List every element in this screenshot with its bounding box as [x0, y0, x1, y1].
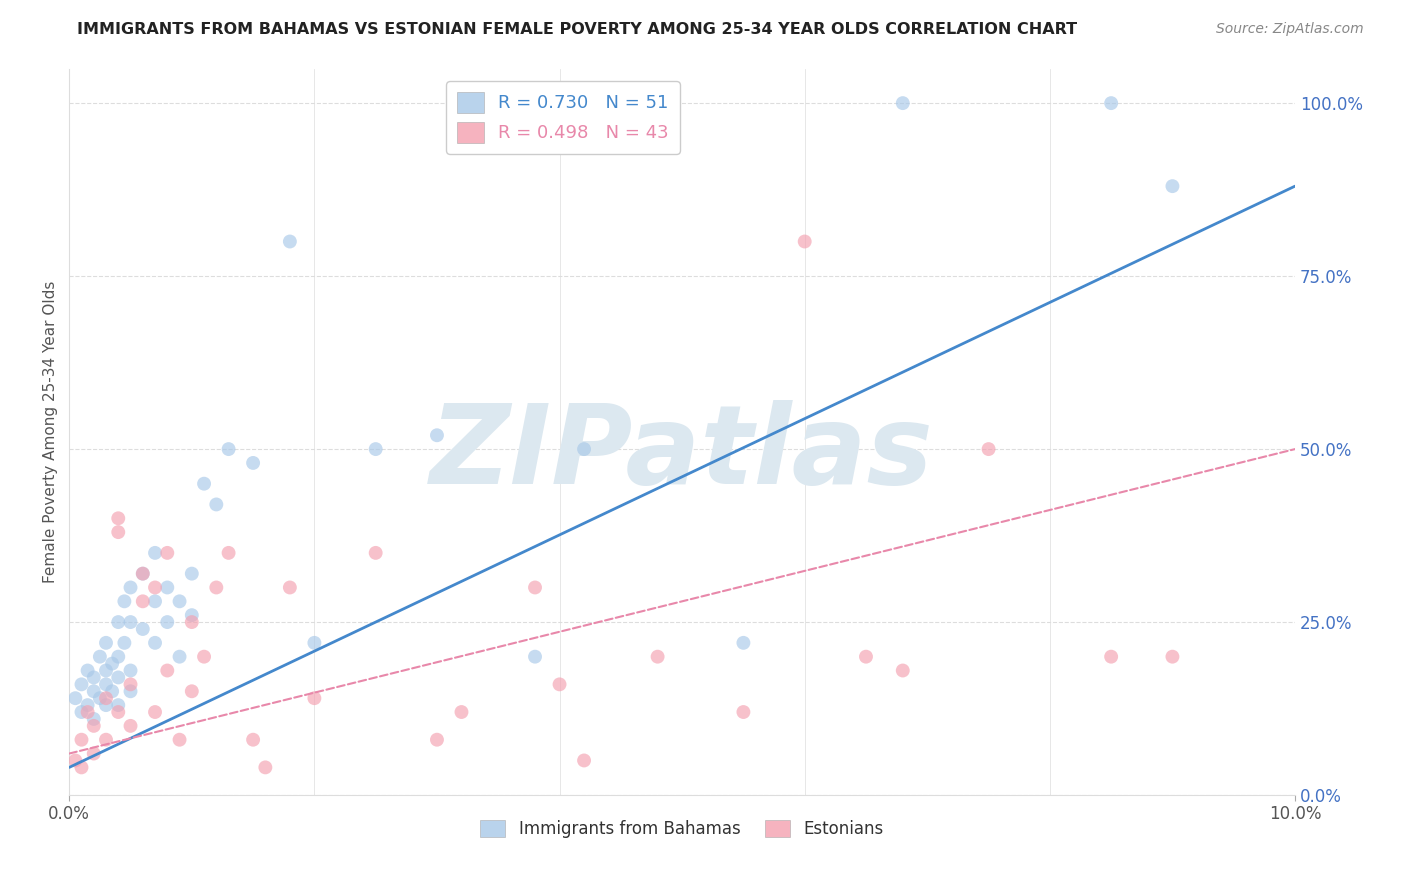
Point	[112, 636, 135, 650]
Point	[278, 581, 301, 595]
Point	[107, 698, 129, 712]
Point	[193, 476, 215, 491]
Point	[76, 664, 98, 678]
Point	[94, 691, 117, 706]
Point	[733, 636, 755, 650]
Point	[242, 732, 264, 747]
Point	[107, 615, 129, 629]
Point	[169, 732, 191, 747]
Point	[143, 546, 166, 560]
Point	[647, 649, 669, 664]
Point	[180, 615, 202, 629]
Point	[101, 684, 124, 698]
Point	[891, 664, 914, 678]
Point	[132, 594, 155, 608]
Point	[278, 235, 301, 249]
Point	[1099, 96, 1122, 111]
Point	[89, 691, 111, 706]
Point	[793, 235, 815, 249]
Point	[94, 636, 117, 650]
Point	[156, 581, 179, 595]
Point	[156, 615, 179, 629]
Point	[1161, 649, 1184, 664]
Point	[83, 670, 105, 684]
Point	[169, 594, 191, 608]
Point	[89, 649, 111, 664]
Point	[977, 442, 1000, 456]
Point	[120, 615, 142, 629]
Point	[83, 684, 105, 698]
Point	[180, 684, 202, 698]
Point	[83, 719, 105, 733]
Point	[733, 705, 755, 719]
Point	[242, 456, 264, 470]
Point	[107, 525, 129, 540]
Point	[193, 649, 215, 664]
Point	[101, 657, 124, 671]
Point	[120, 581, 142, 595]
Point	[205, 581, 228, 595]
Point	[70, 705, 93, 719]
Point	[156, 664, 179, 678]
Point	[180, 566, 202, 581]
Point	[143, 581, 166, 595]
Point	[94, 732, 117, 747]
Text: IMMIGRANTS FROM BAHAMAS VS ESTONIAN FEMALE POVERTY AMONG 25-34 YEAR OLDS CORRELA: IMMIGRANTS FROM BAHAMAS VS ESTONIAN FEMA…	[77, 22, 1077, 37]
Point	[180, 608, 202, 623]
Point	[94, 664, 117, 678]
Point	[524, 581, 547, 595]
Point	[76, 705, 98, 719]
Point	[70, 732, 93, 747]
Point	[76, 698, 98, 712]
Point	[169, 649, 191, 664]
Point	[94, 698, 117, 712]
Point	[891, 96, 914, 111]
Point	[426, 428, 449, 442]
Point	[120, 684, 142, 698]
Point	[132, 566, 155, 581]
Point	[120, 677, 142, 691]
Point	[156, 546, 179, 560]
Point	[65, 754, 87, 768]
Point	[572, 754, 595, 768]
Point	[112, 594, 135, 608]
Point	[218, 442, 240, 456]
Point	[572, 442, 595, 456]
Point	[94, 677, 117, 691]
Point	[304, 636, 326, 650]
Point	[218, 546, 240, 560]
Point	[450, 705, 472, 719]
Point	[143, 636, 166, 650]
Point	[364, 546, 387, 560]
Point	[70, 760, 93, 774]
Point	[132, 622, 155, 636]
Y-axis label: Female Poverty Among 25-34 Year Olds: Female Poverty Among 25-34 Year Olds	[44, 281, 58, 583]
Text: ZIPatlas: ZIPatlas	[430, 401, 934, 507]
Point	[143, 705, 166, 719]
Point	[120, 664, 142, 678]
Point	[548, 677, 571, 691]
Point	[70, 677, 93, 691]
Point	[83, 747, 105, 761]
Point	[83, 712, 105, 726]
Point	[426, 732, 449, 747]
Point	[524, 649, 547, 664]
Point	[254, 760, 277, 774]
Point	[855, 649, 877, 664]
Legend: R = 0.730   N = 51, R = 0.498   N = 43: R = 0.730 N = 51, R = 0.498 N = 43	[446, 81, 681, 153]
Point	[364, 442, 387, 456]
Point	[1161, 179, 1184, 194]
Point	[1099, 649, 1122, 664]
Point	[65, 691, 87, 706]
Point	[107, 670, 129, 684]
Point	[304, 691, 326, 706]
Point	[120, 719, 142, 733]
Text: Source: ZipAtlas.com: Source: ZipAtlas.com	[1216, 22, 1364, 37]
Point	[107, 511, 129, 525]
Point	[205, 498, 228, 512]
Point	[107, 705, 129, 719]
Point	[107, 649, 129, 664]
Point	[132, 566, 155, 581]
Point	[143, 594, 166, 608]
